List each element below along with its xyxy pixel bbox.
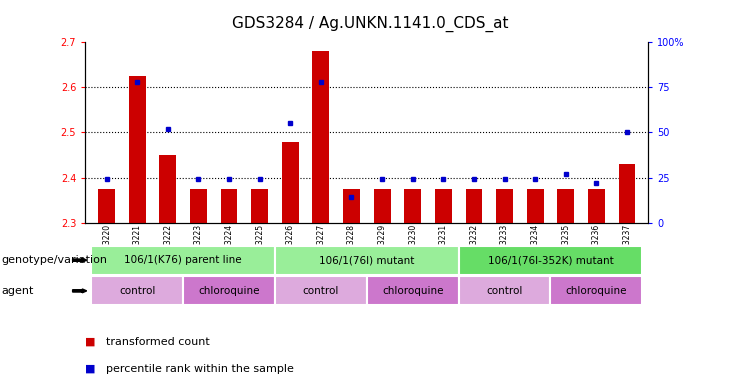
Text: transformed count: transformed count <box>106 337 210 347</box>
Text: 106/1(76I) mutant: 106/1(76I) mutant <box>319 255 414 265</box>
Text: control: control <box>302 286 339 296</box>
Bar <box>343 189 360 223</box>
Text: control: control <box>119 286 156 296</box>
Bar <box>129 76 146 223</box>
Bar <box>557 189 574 223</box>
Text: control: control <box>486 286 522 296</box>
Bar <box>588 189 605 223</box>
Bar <box>496 189 513 223</box>
Text: GDS3284 / Ag.UNKN.1141.0_CDS_at: GDS3284 / Ag.UNKN.1141.0_CDS_at <box>232 15 509 31</box>
Bar <box>405 189 421 223</box>
Bar <box>221 189 237 223</box>
Bar <box>527 189 544 223</box>
Text: chloroquine: chloroquine <box>199 286 260 296</box>
Bar <box>99 189 115 223</box>
Text: agent: agent <box>1 286 34 296</box>
Bar <box>465 189 482 223</box>
Bar <box>159 155 176 223</box>
Text: chloroquine: chloroquine <box>565 286 627 296</box>
Text: ■: ■ <box>85 364 96 374</box>
Text: percentile rank within the sample: percentile rank within the sample <box>106 364 294 374</box>
Text: ■: ■ <box>85 337 96 347</box>
Text: 106/1(K76) parent line: 106/1(K76) parent line <box>124 255 242 265</box>
Bar <box>435 189 452 223</box>
Bar <box>313 51 329 223</box>
Bar <box>619 164 635 223</box>
Bar <box>282 142 299 223</box>
Bar <box>373 189 391 223</box>
Bar <box>251 189 268 223</box>
Text: genotype/variation: genotype/variation <box>1 255 107 265</box>
Text: chloroquine: chloroquine <box>382 286 443 296</box>
Text: 106/1(76I-352K) mutant: 106/1(76I-352K) mutant <box>488 255 614 265</box>
Bar <box>190 189 207 223</box>
